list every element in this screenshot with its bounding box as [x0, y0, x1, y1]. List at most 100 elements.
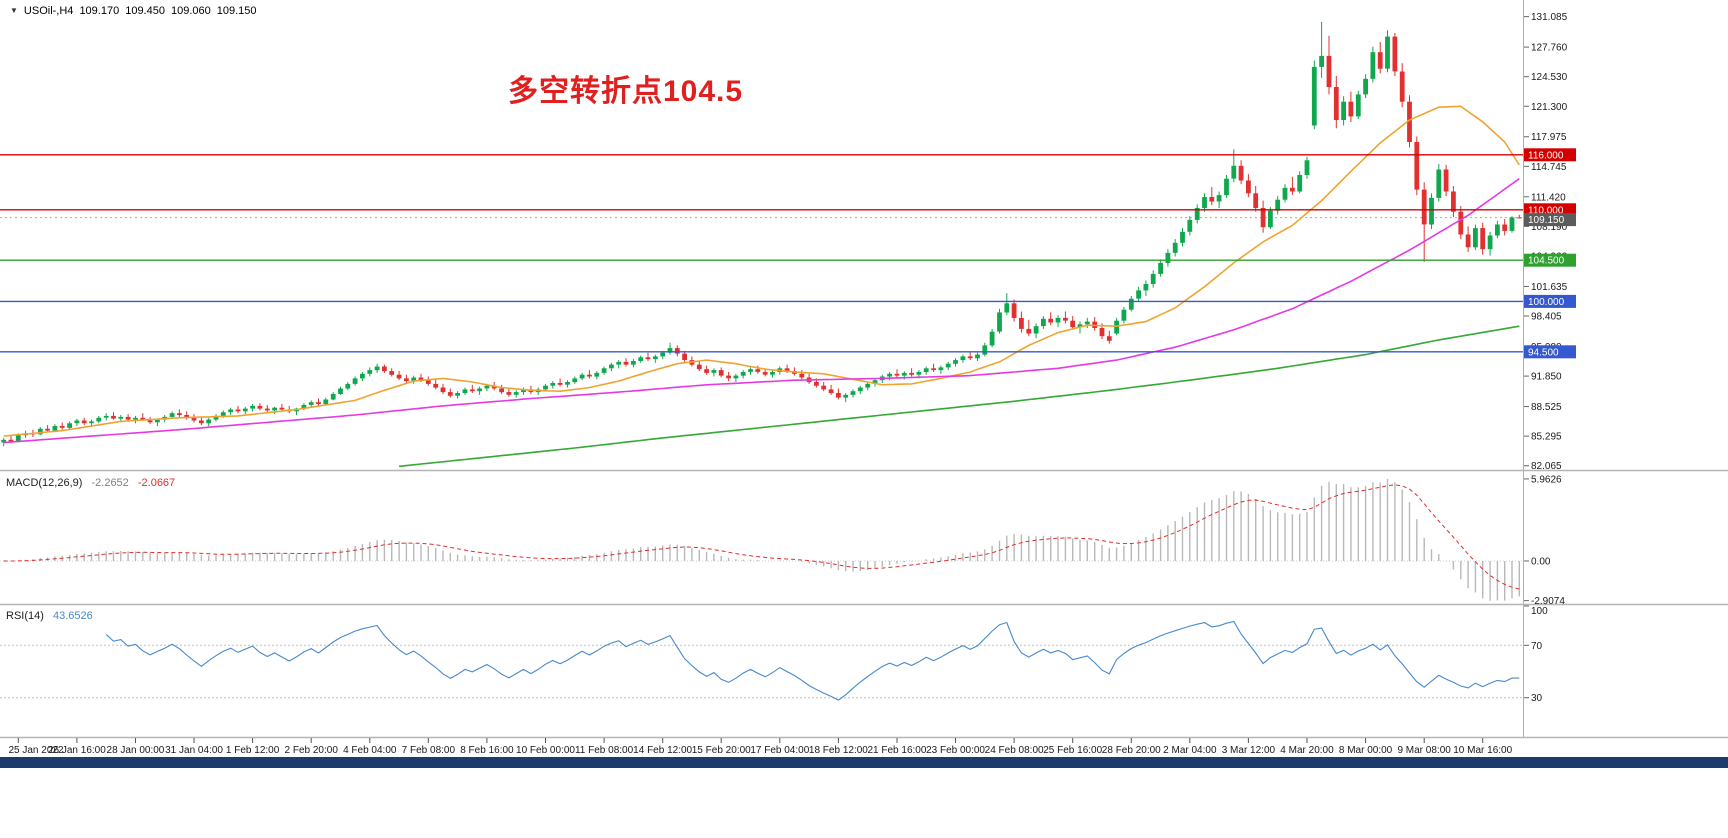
candle-body [147, 420, 153, 423]
candle-body [228, 409, 233, 413]
candle-body [433, 383, 439, 388]
candle-body [389, 371, 395, 375]
rsi-axis-label: 70 [1531, 641, 1543, 652]
price-badge-100.000-label: 100.000 [1528, 297, 1565, 308]
candle-body [242, 408, 248, 412]
candle-body [1099, 328, 1105, 337]
candle-body [572, 378, 578, 383]
candle-body [565, 382, 570, 385]
candle-body [923, 368, 929, 372]
time-axis-area[interactable] [0, 737, 1728, 757]
time-axis-label: 26 Jan 16:00 [48, 745, 106, 756]
candle-body [140, 417, 146, 421]
candle-body [909, 372, 914, 375]
candle-body [931, 368, 936, 371]
candle-body [1268, 210, 1273, 228]
price-axis-area[interactable] [1523, 0, 1728, 737]
chart-annotation-text[interactable]: 多空转折点104.5 [508, 75, 744, 108]
candle-body [506, 392, 512, 395]
candle-body [1290, 187, 1295, 192]
candle-body [374, 366, 380, 371]
candle-body [1041, 318, 1046, 327]
candle-body [1055, 317, 1061, 323]
rsi-name: RSI(14) [6, 610, 44, 622]
candle-body [264, 408, 270, 411]
chart-header: ▼ USOil-,H4 109.170 109.450 109.060 109.… [10, 5, 257, 17]
candle-body [762, 372, 768, 375]
candle-body [1275, 199, 1281, 211]
time-axis-label: 8 Feb 16:00 [460, 745, 514, 756]
candle-body [1077, 324, 1083, 327]
candle-body [828, 389, 834, 394]
candle-body [199, 420, 204, 424]
candle-body [1106, 336, 1112, 341]
candle-body [594, 372, 600, 377]
time-axis-label: 4 Mar 20:00 [1280, 745, 1334, 756]
price-badge-104.500 [1524, 253, 1576, 267]
candle-body [960, 356, 966, 361]
candle-body [1019, 317, 1024, 329]
candle-body [1509, 217, 1515, 231]
price-axis-label: 108.190 [1531, 222, 1568, 233]
time-axis-label: 25 Feb 16:00 [1043, 745, 1102, 756]
window-bottom-bar [0, 757, 1728, 768]
current-price-badge [1524, 213, 1576, 227]
time-axis-label: 1 Feb 12:00 [226, 745, 280, 756]
time-axis-label: 7 Feb 08:00 [402, 745, 456, 756]
macd-signal-line [3, 484, 1520, 590]
rsi-indicator-label: RSI(14) 43.6526 [6, 610, 93, 622]
price-badge-104.500-label: 104.500 [1528, 256, 1565, 267]
candle-body [1048, 318, 1054, 323]
price-badge-116.000 [1524, 148, 1576, 162]
price-chart-canvas[interactable]: 131.085 127.760 124.530 121.300 117.975 114.7… [0, 0, 1728, 757]
candle-body [279, 407, 285, 410]
candle-body [513, 392, 519, 395]
candle-body [938, 367, 944, 371]
candle-body [81, 420, 87, 424]
price-axis-label: 101.635 [1531, 282, 1568, 293]
candle-body [704, 369, 709, 373]
macd-signal-value: -2.0667 [137, 477, 176, 489]
price-badge-100.000 [1524, 294, 1576, 308]
time-axis-label: 10 Mar 16:00 [1453, 745, 1512, 756]
candle-body [1216, 195, 1222, 202]
candle-body [1246, 180, 1251, 194]
candle-body [272, 407, 277, 411]
current-price-badge-label: 109.150 [1528, 215, 1565, 226]
candle-body [1026, 328, 1032, 334]
time-axis-label: 4 Feb 04:00 [343, 745, 397, 756]
candle-body [1473, 228, 1478, 248]
candle-body [1436, 169, 1442, 198]
candle-body [411, 377, 417, 382]
candle-body [740, 372, 746, 376]
candle-body [1033, 326, 1039, 334]
price-axis-label: 111.420 [1531, 192, 1566, 203]
ma-fast-orange [3, 105, 1520, 437]
time-axis-label: 28 Feb 20:00 [1102, 745, 1161, 756]
time-axis-label: 2 Feb 20:00 [285, 745, 339, 756]
candle-body [125, 416, 131, 420]
candle-body [52, 426, 58, 431]
candle-body [1304, 160, 1310, 175]
candle-body [111, 415, 116, 419]
candle-body [799, 373, 805, 378]
macd-indicator-label: MACD(12,26,9) -2.2652 -2.0667 [6, 477, 175, 489]
candle-body [1231, 165, 1237, 179]
candle-body [652, 356, 658, 360]
candle-body [696, 364, 702, 370]
candle-body [1158, 262, 1163, 274]
candle-body [1502, 224, 1508, 231]
candle-body [521, 389, 526, 393]
time-axis-label: 28 Jan 00:00 [107, 745, 165, 756]
candle-body [645, 357, 651, 360]
rsi-axis-label: 30 [1531, 693, 1543, 704]
symbol-arrow-icon: ▼ [10, 6, 18, 15]
candle-body [1180, 231, 1185, 243]
candle-body [206, 419, 212, 424]
candle-body [755, 369, 761, 372]
candle-body [250, 405, 255, 409]
candle-body [418, 377, 424, 381]
candle-body [1487, 235, 1493, 250]
candle-body [257, 405, 263, 409]
